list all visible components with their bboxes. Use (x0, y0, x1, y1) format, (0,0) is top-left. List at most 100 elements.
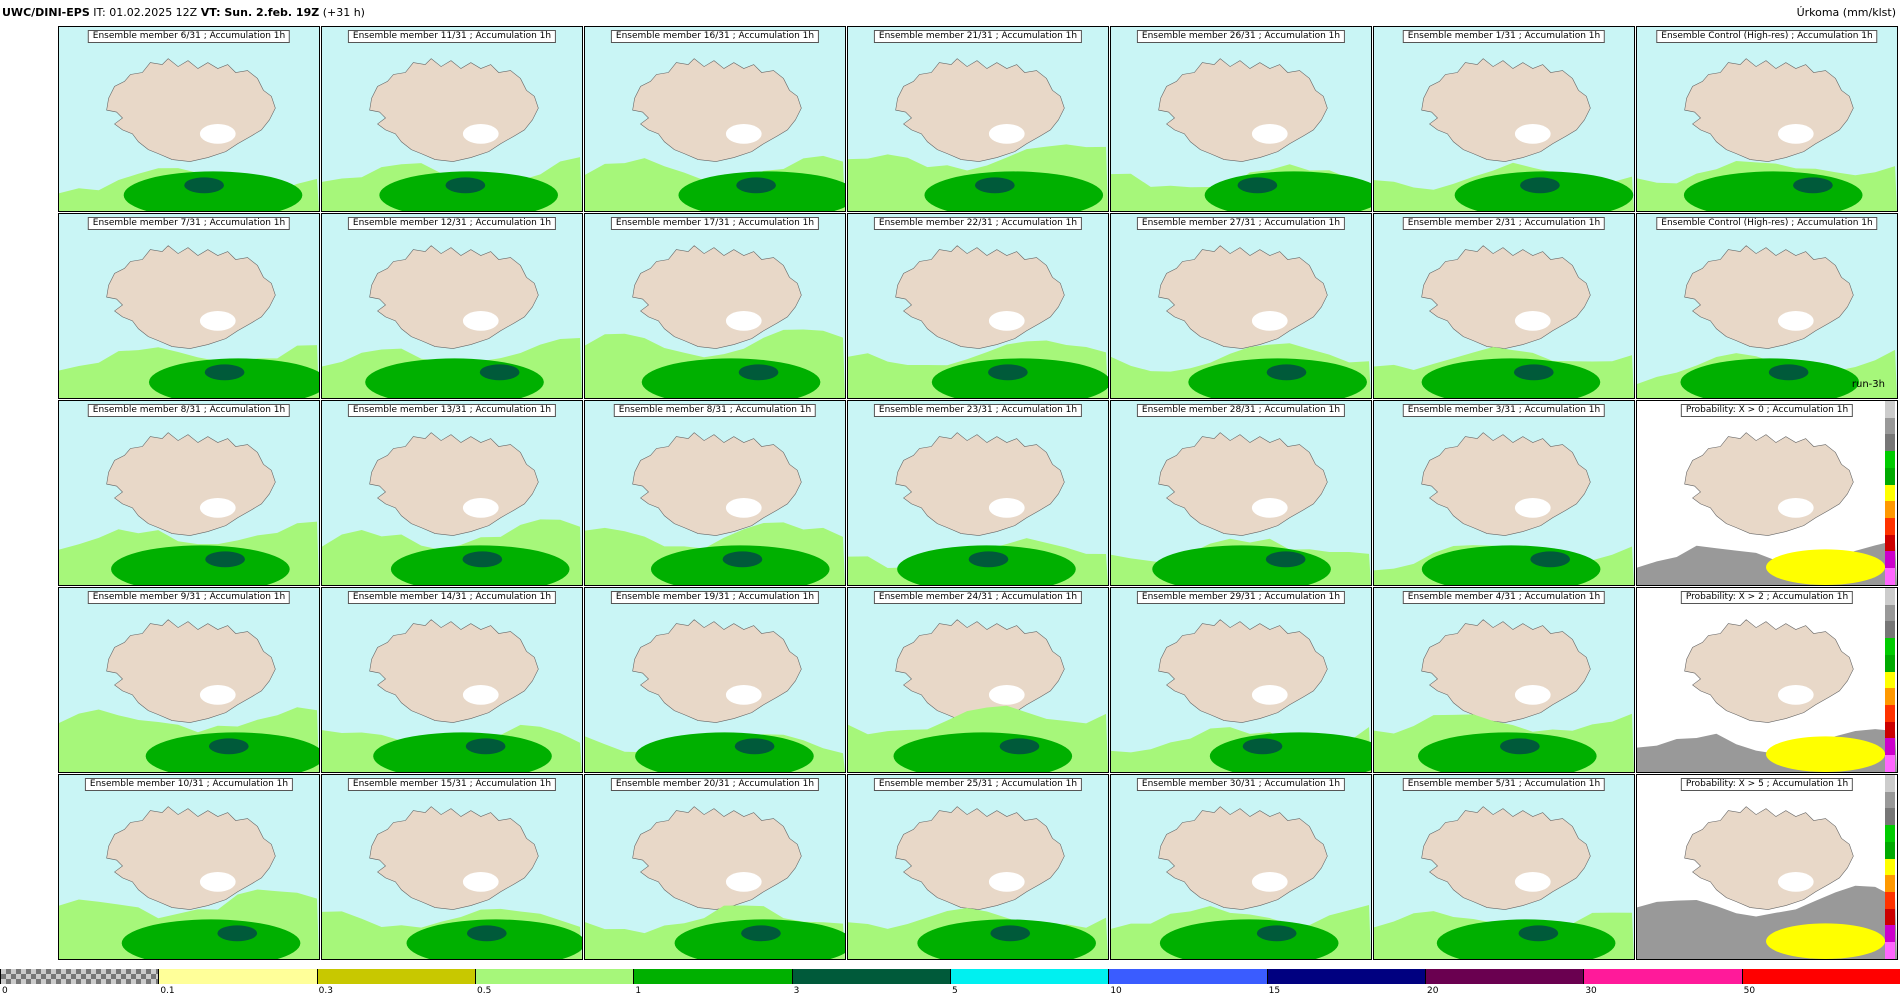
ensemble-member-map-panel: Ensemble member 7/31 ; Accumulation 1h (58, 213, 320, 399)
precip-heavy-area (738, 364, 779, 381)
precip-heavy-area (184, 177, 224, 194)
panel-title: Ensemble member 21/31 ; Accumulation 1h (873, 30, 1083, 43)
precip-heavy-area (1520, 177, 1560, 194)
precip-moderate-area (1421, 358, 1601, 398)
precipitation-map (585, 401, 845, 585)
probability-scale (1885, 588, 1895, 772)
precipitation-map (59, 214, 319, 398)
colorbar-segment (1266, 969, 1425, 984)
glacier-area (988, 497, 1025, 518)
glacier-area (199, 684, 236, 705)
precipitation-map (1111, 588, 1371, 772)
glacier-area (199, 310, 236, 331)
precip-heavy-area (1768, 364, 1809, 381)
probability-scale-segment (1885, 942, 1895, 959)
panel-title: Ensemble member 3/31 ; Accumulation 1h (1402, 404, 1606, 417)
precipitation-map (585, 588, 845, 772)
glacier-area (725, 497, 762, 518)
probability-scale-segment (1885, 467, 1895, 485)
precipitation-map (1374, 588, 1634, 772)
colorbar-segment (1583, 969, 1742, 984)
precipitation-map (1111, 214, 1371, 398)
precip-heavy-area (208, 738, 249, 755)
glacier-area (1514, 497, 1551, 518)
probability-scale-segment (1885, 568, 1895, 585)
ensemble-member-map-panel: Ensemble member 29/31 ; Accumulation 1h (1110, 587, 1372, 773)
panel-title: Ensemble member 8/31 ; Accumulation 1h (613, 404, 817, 417)
ensemble-member-map-panel: Ensemble member 16/31 ; Accumulation 1h (584, 26, 846, 212)
glacier-area (1251, 123, 1288, 144)
glacier-area (1514, 123, 1551, 144)
probability-scale-segment (1885, 688, 1895, 706)
panel-title: Ensemble member 24/31 ; Accumulation 1h (873, 591, 1083, 604)
colorbar-segment (791, 969, 950, 984)
panel-title: Ensemble member 14/31 ; Accumulation 1h (347, 591, 557, 604)
panel-title: Ensemble member 25/31 ; Accumulation 1h (873, 778, 1083, 791)
ensemble-member-map-panel: Ensemble member 3/31 ; Accumulation 1h (1373, 400, 1635, 586)
colorbar-segment (158, 969, 317, 984)
glacier-area (725, 123, 762, 144)
precipitation-map (1637, 27, 1897, 211)
probability-scale-segment (1885, 501, 1895, 519)
probability-scale-segment (1885, 875, 1895, 893)
precip-heavy-area (1242, 738, 1283, 755)
ensemble-member-map-panel: Ensemble member 14/31 ; Accumulation 1h (321, 587, 583, 773)
probability-scale-segment (1885, 518, 1895, 535)
glacier-area (1514, 871, 1551, 892)
glacier-area (199, 871, 236, 892)
ensemble-member-map-panel: Ensemble Control (High-res) ; Accumulati… (1636, 213, 1898, 399)
probability-mid-area (1766, 736, 1886, 772)
precip-heavy-area (974, 177, 1015, 194)
colorbar-segment (1741, 969, 1900, 984)
colorbar-segment (633, 969, 792, 984)
glacier-area (725, 871, 762, 892)
precip-heavy-area (479, 364, 520, 381)
precip-moderate-area (121, 919, 301, 959)
ensemble-member-map-panel: Ensemble member 24/31 ; Accumulation 1h (847, 587, 1109, 773)
precipitation-map (59, 775, 319, 959)
precipitation-map (848, 775, 1108, 959)
glacier-area (1777, 310, 1814, 331)
precip-heavy-area (968, 551, 1009, 568)
colorbar-tick-label: 5 (952, 986, 958, 996)
colorbar-tick-label: 0.1 (160, 986, 175, 996)
precip-heavy-area (1518, 925, 1559, 942)
ensemble-member-map-panel: Ensemble member 8/31 ; Accumulation 1h (584, 400, 846, 586)
panel-title: Ensemble member 10/31 ; Accumulation 1h (84, 778, 294, 791)
precipitation-map (585, 27, 845, 211)
ensemble-member-map-panel: Ensemble member 28/31 ; Accumulation 1h (1110, 400, 1372, 586)
precip-heavy-area (217, 925, 258, 942)
probability-scale-segment (1885, 841, 1895, 859)
glacier-area (1777, 497, 1814, 518)
ensemble-member-map-panel: Ensemble member 13/31 ; Accumulation 1h (321, 400, 583, 586)
colorbar-tick-label: 20 (1427, 986, 1439, 996)
glacier-area (462, 123, 499, 144)
ensemble-member-map-panel: Ensemble member 8/31 ; Accumulation 1h (58, 400, 320, 586)
glacier-area (1777, 871, 1814, 892)
precip-moderate-area (924, 171, 1104, 211)
colorbar-tick-label: 30 (1585, 986, 1597, 996)
panel-title: Ensemble member 11/31 ; Accumulation 1h (347, 30, 557, 43)
panel-title: Ensemble member 15/31 ; Accumulation 1h (347, 778, 557, 791)
probability-scale-segment (1885, 908, 1895, 926)
probability-scale-segment (1885, 588, 1895, 605)
probability-scale (1885, 775, 1895, 959)
probability-map-panel: Probability: X > 2 ; Accumulation 1h (1636, 587, 1898, 773)
glacier-area (1251, 497, 1288, 518)
precipitation-map (59, 27, 319, 211)
colorbar-labels: 0 0.1 0.3 0.5 1 3 5 10 15 20 30 50 (0, 986, 1900, 998)
variable-label: Úrkoma (mm/klst) (1796, 6, 1896, 19)
panel-title: Ensemble member 19/31 ; Accumulation 1h (610, 591, 820, 604)
ensemble-member-map-panel: Ensemble member 4/31 ; Accumulation 1h (1373, 587, 1635, 773)
precip-heavy-area (741, 925, 781, 942)
ensemble-member-map-panel: Ensemble member 5/31 ; Accumulation 1h (1373, 774, 1635, 960)
colorbar-segment (474, 969, 634, 984)
precipitation-map (1374, 27, 1634, 211)
panel-title: Ensemble member 22/31 ; Accumulation 1h (873, 217, 1083, 230)
probability-map-panel: Probability: X > 5 ; Accumulation 1h (1636, 774, 1898, 960)
colorbar-tick-label: 0.3 (318, 986, 333, 996)
probability-scale-segment (1885, 892, 1895, 909)
probability-scale-segment (1885, 604, 1895, 622)
probability-scale-segment (1885, 705, 1895, 722)
precip-heavy-area (734, 738, 775, 755)
